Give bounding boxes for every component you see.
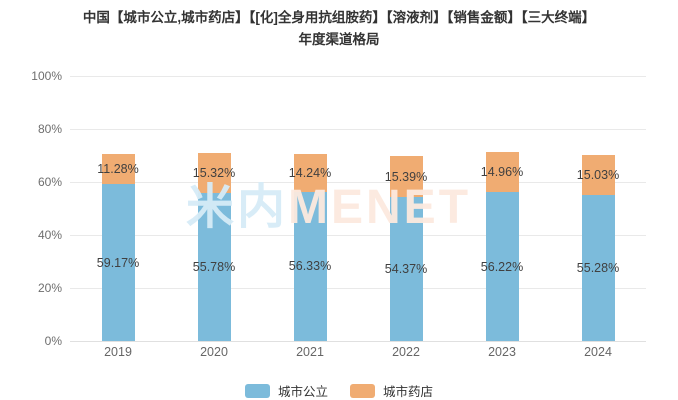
- y-tick-label-0: 0%: [44, 334, 62, 348]
- legend-marker-1: [350, 383, 375, 398]
- legend-label-0: 城市公立: [277, 385, 328, 399]
- bar-segment-城市药店-2021[interactable]: [293, 154, 327, 192]
- gridline-60: [70, 181, 646, 183]
- bar-segment-城市公立-2024[interactable]: [581, 194, 615, 341]
- legend-label-1: 城市药店: [383, 385, 434, 399]
- legend: 城市公立 城市药店: [0, 381, 678, 400]
- x-tick-label-2021: 2021: [296, 345, 324, 359]
- bar-segment-城市药店-2023[interactable]: [485, 152, 519, 193]
- bar-segment-城市药店-2022[interactable]: [389, 156, 423, 197]
- gridline-40: [70, 234, 646, 236]
- bar-segment-城市药店-2020[interactable]: [197, 152, 231, 194]
- x-tick-label-2022: 2022: [392, 345, 420, 359]
- gridline-80: [70, 128, 646, 130]
- x-tick-label-2020: 2020: [200, 345, 228, 359]
- gridline-100: [70, 75, 646, 77]
- legend-item-城市公立[interactable]: 城市公立: [244, 381, 328, 400]
- x-tick-label-2019: 2019: [104, 345, 132, 359]
- plot-area: 59.17% 11.28% 55.78% 15.32% 56.33% 14.24% 54.3…: [70, 75, 646, 342]
- gridline-0: [70, 340, 646, 342]
- legend-item-城市药店[interactable]: 城市药店: [350, 381, 433, 400]
- x-tick-label-2024: 2024: [584, 345, 612, 359]
- chart-title: 中国【城市公立,城市药店】【[化]全身用抗组胺药】【溶液剂】【销售金额】【三大终…: [0, 7, 678, 51]
- bar-segment-城市药店-2019[interactable]: [101, 154, 135, 185]
- y-tick-label-20: 20%: [37, 281, 62, 295]
- bar-segment-城市公立-2020[interactable]: [197, 193, 231, 341]
- chart-title-line-2: 年度渠道格局: [298, 32, 380, 47]
- chart-title-line-1: 中国【城市公立,城市药店】【[化]全身用抗组胺药】【溶液剂】【销售金额】【三大终…: [82, 10, 596, 25]
- y-tick-label-60: 60%: [37, 175, 62, 189]
- bar-segment-城市公立-2023[interactable]: [485, 192, 519, 341]
- x-tick-label-2023: 2023: [488, 345, 516, 359]
- legend-marker-0: [244, 383, 270, 398]
- bar-segment-城市公立-2022[interactable]: [389, 196, 423, 341]
- bar-segment-城市药店-2024[interactable]: [581, 154, 615, 195]
- bar-segment-城市公立-2019[interactable]: [101, 184, 135, 341]
- y-tick-label-100: 100%: [31, 69, 62, 83]
- bar-segment-城市公立-2021[interactable]: [293, 191, 327, 341]
- y-tick-label-80: 80%: [37, 122, 62, 136]
- y-tick-label-40: 40%: [37, 228, 62, 242]
- gridline-20: [70, 287, 646, 289]
